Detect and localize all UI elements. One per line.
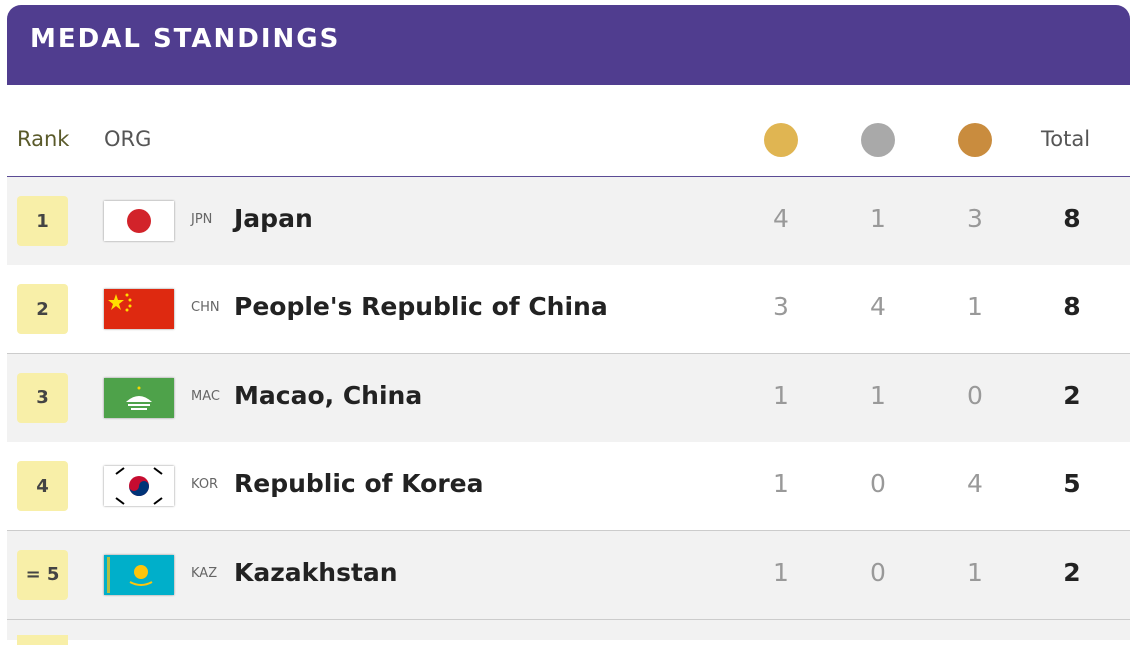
gold-count: 1 — [773, 380, 789, 410]
bronze-count: 1 — [967, 292, 983, 322]
total-count: 5 — [1063, 469, 1081, 499]
flag-icon — [104, 554, 174, 595]
bronze-count: 3 — [967, 204, 983, 233]
gold-count: 4 — [773, 204, 789, 233]
rank: 4 — [17, 461, 68, 512]
flag — [104, 377, 174, 418]
country-name: People's Republic of China — [234, 292, 608, 322]
silver-count: 4 — [870, 292, 886, 322]
country-code: KAZ — [191, 565, 218, 581]
gold-count: 3 — [773, 292, 789, 322]
flag-icon — [104, 201, 174, 241]
total-count: 8 — [1063, 292, 1081, 322]
gold-count: 1 — [773, 557, 789, 587]
silver-count: 0 — [870, 557, 886, 587]
gold-icon[interactable] — [764, 123, 798, 157]
table-row[interactable]: = 5 KAZ Kazakhstan 1 0 1 2 — [7, 530, 1130, 620]
country-code: JPN — [191, 212, 213, 227]
table-row[interactable]: 1 JPN Japan 4 1 3 8 — [7, 177, 1130, 266]
gold-count: 1 — [773, 469, 789, 499]
rank: 2 — [17, 284, 68, 335]
silver-count: 0 — [870, 469, 886, 499]
bronze-count: 1 — [967, 557, 983, 587]
country-name: Kazakhstan — [234, 557, 398, 587]
bronze-count: 0 — [967, 380, 983, 410]
rank: 1 — [17, 196, 68, 246]
rank-box — [17, 635, 68, 645]
rank-header[interactable]: Rank — [17, 127, 70, 151]
flag-icon — [104, 289, 174, 330]
silver-count: 1 — [870, 204, 886, 233]
flag-icon — [104, 377, 174, 418]
next-row — [7, 619, 1130, 645]
total-count: 2 — [1063, 380, 1081, 410]
rank: 3 — [17, 372, 68, 423]
flag-icon — [104, 466, 174, 507]
flag — [104, 554, 174, 595]
bronze-count: 4 — [967, 469, 983, 499]
total-count: 2 — [1063, 557, 1081, 587]
country-code: MAC — [191, 388, 220, 404]
country-code: CHN — [191, 300, 220, 316]
table-row[interactable]: 4 KOR Republic of Korea 1 0 4 5 — [7, 442, 1130, 532]
title: MEDAL STANDINGS — [30, 24, 341, 54]
flag — [104, 201, 174, 241]
table-row[interactable]: 2 CHN People's Republic of China 3 4 1 8 — [7, 265, 1130, 355]
flag — [104, 289, 174, 330]
flag — [104, 466, 174, 507]
country-name: Macao, China — [234, 380, 423, 410]
header-bar — [7, 5, 1130, 85]
total-header[interactable]: Total — [1041, 127, 1091, 151]
org-header[interactable]: ORG — [104, 127, 152, 151]
table-row[interactable]: 3 MAC Macao, China 1 1 0 2 — [7, 353, 1130, 443]
country-name: Japan — [234, 204, 313, 233]
silver-count: 1 — [870, 380, 886, 410]
rank: = 5 — [17, 549, 68, 600]
total-count: 8 — [1063, 204, 1081, 233]
bronze-icon[interactable] — [958, 123, 992, 157]
country-name: Republic of Korea — [234, 469, 484, 499]
silver-icon[interactable] — [861, 123, 895, 157]
country-code: KOR — [191, 477, 219, 493]
